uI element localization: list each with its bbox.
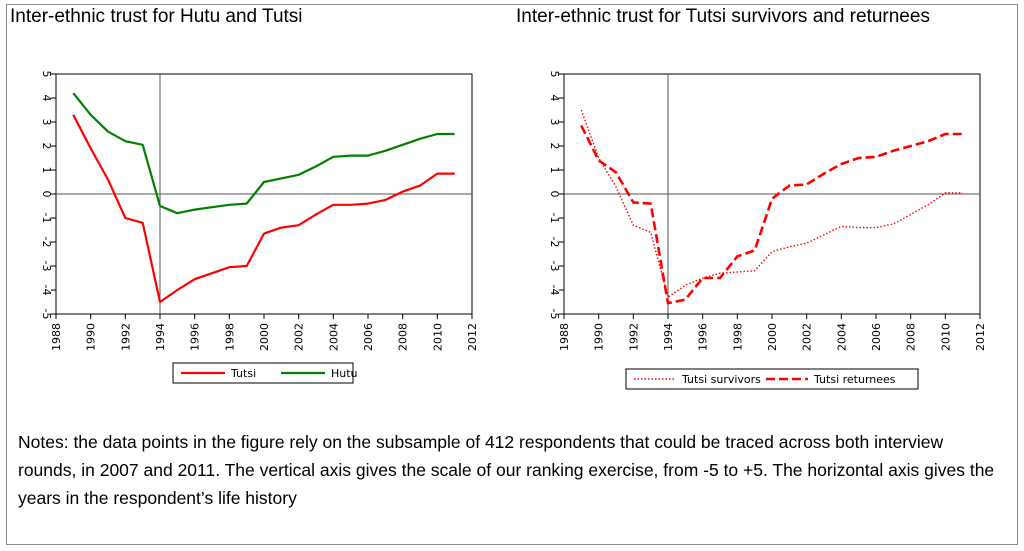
y-tick-label: 4 xyxy=(40,95,53,102)
x-tick-label: 2010 xyxy=(939,323,952,351)
x-tick-label: 1998 xyxy=(223,323,236,351)
x-tick-label: 1996 xyxy=(697,323,710,351)
y-tick-label: -1 xyxy=(40,213,53,224)
chart-title-right: Inter-ethnic trust for Tutsi survivors a… xyxy=(516,6,930,27)
x-tick-label: 2006 xyxy=(362,323,375,351)
x-tick-label: 1990 xyxy=(85,323,98,351)
y-tick-label: 0 xyxy=(40,191,53,198)
y-tick-label: 1 xyxy=(548,167,561,174)
x-tick-label: 2000 xyxy=(766,323,779,351)
y-tick-label: -5 xyxy=(548,309,561,320)
x-tick-label: 2000 xyxy=(258,323,271,351)
y-tick-label: 5 xyxy=(40,71,53,78)
x-tick-label: 1990 xyxy=(593,323,606,351)
y-tick-label: 3 xyxy=(548,119,561,126)
y-tick-label: 4 xyxy=(548,95,561,102)
x-tick-label: 1988 xyxy=(50,323,63,351)
x-tick-label: 2012 xyxy=(466,323,479,351)
y-tick-label: -3 xyxy=(548,261,561,272)
x-tick-label: 1988 xyxy=(558,323,571,351)
x-tick-label: 2006 xyxy=(870,323,883,351)
y-tick-label: -1 xyxy=(548,213,561,224)
x-tick-label: 2010 xyxy=(431,323,444,351)
chart-title-left: Inter-ethnic trust for Hutu and Tutsi xyxy=(10,6,303,27)
x-tick-label: 1994 xyxy=(154,323,167,351)
y-tick-label: -2 xyxy=(40,237,53,248)
x-tick-label: 2008 xyxy=(397,323,410,351)
x-tick-label: 2008 xyxy=(905,323,918,351)
x-tick-label: 1996 xyxy=(189,323,202,351)
y-tick-label: -4 xyxy=(548,285,561,296)
y-tick-label: 1 xyxy=(40,167,53,174)
chart-hutu-tutsi: -5 -4 -3 -2 -1 0 1 2 3 4 5 1988 1990 1992 1994 1996 1998… xyxy=(40,71,479,384)
y-tick-label: -3 xyxy=(40,261,53,272)
x-tick-label: 2002 xyxy=(801,323,814,351)
x-tick-label: 2012 xyxy=(974,323,987,351)
y-tick-label: 2 xyxy=(548,143,561,150)
x-tick-label: 2004 xyxy=(835,323,848,351)
x-tick-label: 1992 xyxy=(119,323,132,351)
x-tick-label: 2002 xyxy=(293,323,306,351)
series-line-tutsi-returnees xyxy=(580,125,963,305)
x-tick-label: 2004 xyxy=(327,323,340,351)
legend-label: Tutsi xyxy=(230,367,256,380)
series-line-hutu xyxy=(72,92,455,215)
legend-box xyxy=(172,362,354,384)
legend-label: Hutu xyxy=(331,367,358,380)
y-tick-label: 0 xyxy=(548,191,561,198)
chart-survivors-returnees: -5 -4 -3 -2 -1 0 1 2 3 4 5 1988 1990 1992 1994 1996 1998… xyxy=(548,71,987,390)
y-tick-label: -2 xyxy=(548,237,561,248)
y-tick-label: -5 xyxy=(40,309,53,320)
y-tick-label: 5 xyxy=(548,71,561,78)
legend-label: Tutsi survivors xyxy=(681,373,761,386)
x-tick-label: 1992 xyxy=(627,323,640,351)
x-tick-label: 1994 xyxy=(662,323,675,351)
figure-notes: Notes: the data points in the figure rel… xyxy=(18,432,995,508)
series-line-tutsi xyxy=(72,114,455,304)
legend-label: Tutsi returnees xyxy=(813,373,896,386)
y-tick-label: -4 xyxy=(40,285,53,296)
y-tick-label: 3 xyxy=(40,119,53,126)
y-tick-label: 2 xyxy=(40,143,53,150)
x-tick-label: 1998 xyxy=(731,323,744,351)
